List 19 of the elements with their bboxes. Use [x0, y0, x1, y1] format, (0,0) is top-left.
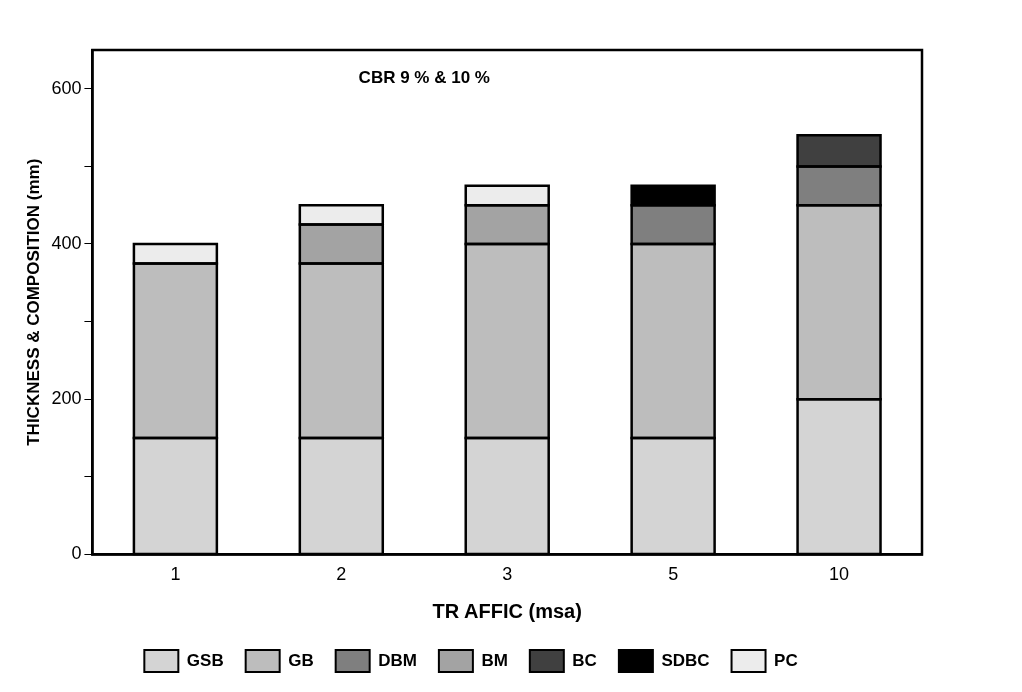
annotation: CBR 9 % & 10 %: [358, 67, 490, 87]
x-tick-label: 2: [336, 564, 347, 585]
x-tick-label: 5: [668, 564, 679, 585]
legend-label: BM: [481, 650, 508, 670]
legend-label: GSB: [186, 650, 224, 670]
legend-label: DBM: [378, 650, 417, 670]
y-tick-label: 0: [71, 543, 82, 564]
y-tick-label: 600: [51, 77, 82, 98]
legend-label: BC: [572, 650, 597, 670]
legend-label: PC: [774, 650, 798, 670]
x-tick-label: 3: [502, 564, 513, 585]
legend-label: SDBC: [661, 650, 710, 670]
x-axis-title: TR AFFIC (msa): [432, 599, 582, 622]
legend-label: GB: [288, 650, 314, 670]
x-tick-label: 1: [170, 564, 181, 585]
y-tick-label: 400: [51, 232, 82, 253]
y-tick-label: 200: [51, 388, 82, 409]
y-axis-title: THICKNESS & COMPOSITION (mm): [23, 158, 43, 446]
x-tick-label: 10: [829, 564, 850, 585]
